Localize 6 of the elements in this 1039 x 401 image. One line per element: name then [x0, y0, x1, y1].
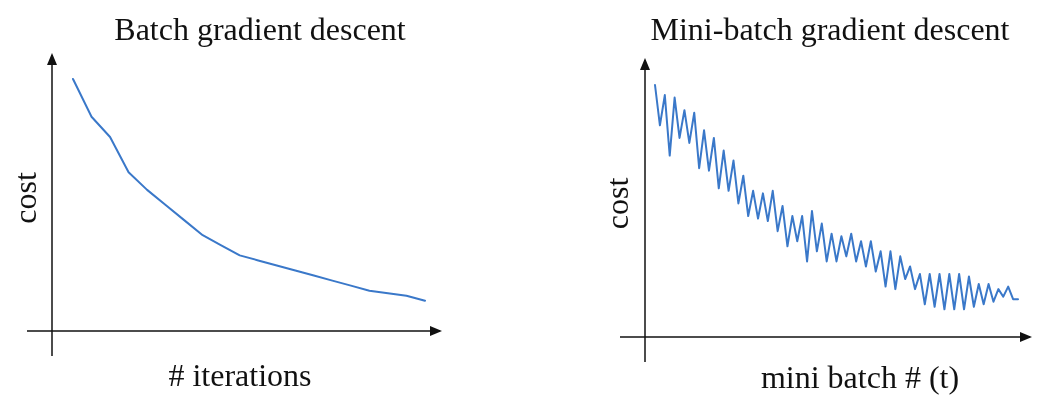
x-axis-title: mini batch # (t)	[760, 359, 960, 395]
x-axis-title: # iterations	[168, 357, 312, 393]
y-axis-title: cost	[599, 177, 635, 230]
chart-title: Mini-batch gradient descent	[650, 11, 1010, 47]
chart-title: Batch gradient descent	[114, 11, 406, 47]
y-axis-title: cost	[7, 172, 43, 224]
